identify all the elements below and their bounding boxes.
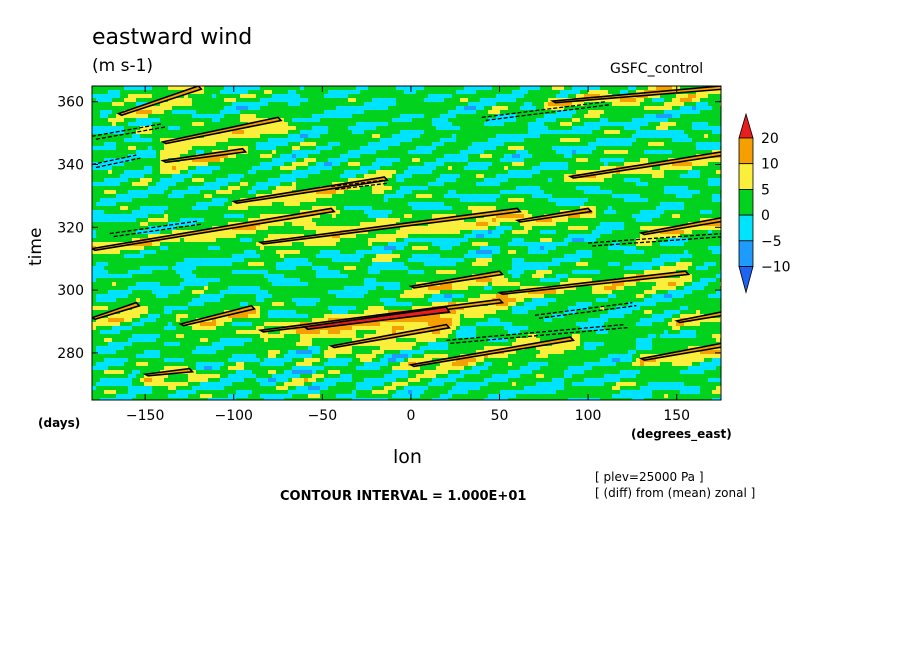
- colorbar-max-arrow: [738, 112, 754, 139]
- x-tick-label-100: 100: [575, 408, 602, 424]
- dashed-contour-1: [109, 220, 203, 238]
- contour-band-14: [638, 342, 721, 361]
- colorbar-box-2: [738, 188, 754, 216]
- colorbar-label-3: 0: [761, 208, 770, 224]
- colorbar-box-4: [738, 240, 754, 267]
- x-tick-label--100: −100: [215, 408, 253, 424]
- y-tick-label-300: 300: [57, 283, 84, 299]
- y-axis-unit: (days): [38, 416, 81, 430]
- contour-lines: [92, 86, 721, 377]
- colorbar-box-1: [738, 163, 754, 190]
- x-tick-label--50: −50: [308, 408, 338, 424]
- contour-band-20: [674, 311, 721, 324]
- x-tick-label--150: −150: [126, 408, 164, 424]
- contour-band-4: [92, 207, 336, 252]
- contour-band-10: [328, 323, 451, 349]
- colorbar-label-5: −10: [761, 260, 791, 276]
- contour-band-7: [496, 270, 691, 296]
- contour-band-19: [514, 207, 593, 223]
- x-axis-unit: (degrees_east): [631, 427, 732, 441]
- plot-frame: [91, 85, 722, 401]
- contour-band-18: [142, 367, 195, 377]
- contour-band-11: [408, 336, 576, 368]
- contour-interval: CONTOUR INTERVAL = 1.000E+01: [280, 489, 527, 504]
- dashed-contour-6: [534, 302, 637, 319]
- contour-band-9: [302, 306, 451, 331]
- colorbar-box-0: [738, 137, 754, 165]
- dashed-contour-7: [331, 179, 389, 191]
- contour-band-1: [160, 116, 283, 145]
- chart-title: eastward wind: [92, 25, 253, 50]
- colorbar-label-4: −5: [761, 234, 782, 250]
- y-tick-label-340: 340: [57, 158, 84, 174]
- colorbar-label-2: 5: [761, 182, 770, 198]
- experiment-label: GSFC_control: [610, 61, 704, 77]
- dashed-contour-3: [588, 232, 721, 247]
- dashed-contour-5: [92, 154, 141, 169]
- y-tick-label-360: 360: [57, 95, 84, 111]
- contour-band-17: [549, 86, 721, 104]
- y-tick-label-320: 320: [57, 220, 84, 236]
- wind-field: [92, 86, 721, 400]
- dashed-contour-4: [481, 101, 610, 122]
- contour-band-15: [638, 217, 721, 236]
- note-diff: [ (diff) from (mean) zonal ]: [595, 486, 756, 500]
- contour-band-16: [567, 151, 721, 179]
- contour-band-12: [92, 301, 141, 321]
- colorbar-label-0: 20: [761, 131, 779, 147]
- x-tick-label-50: 50: [491, 408, 509, 424]
- colorbar-box-3: [738, 214, 754, 242]
- chart-units: (m s-1): [92, 56, 154, 76]
- note-plev: [ plev=25000 Pa ]: [595, 470, 704, 484]
- x-axis-label: lon: [393, 446, 422, 468]
- colorbar: 20 10 5 0 −5 −10: [738, 112, 791, 295]
- colorbar-label-1: 10: [761, 157, 779, 173]
- contour-band-6: [408, 270, 505, 289]
- y-tick-label-280: 280: [57, 346, 84, 362]
- contour-band-13: [178, 304, 256, 327]
- contour-band-2: [160, 147, 248, 164]
- x-tick-label-150: 150: [663, 408, 690, 424]
- x-tick-label-0: 0: [406, 408, 415, 424]
- contour-band-0: [116, 86, 203, 117]
- colorbar-min-arrow: [738, 266, 754, 295]
- contour-band-5: [257, 207, 522, 245]
- contour-band-3: [231, 176, 389, 204]
